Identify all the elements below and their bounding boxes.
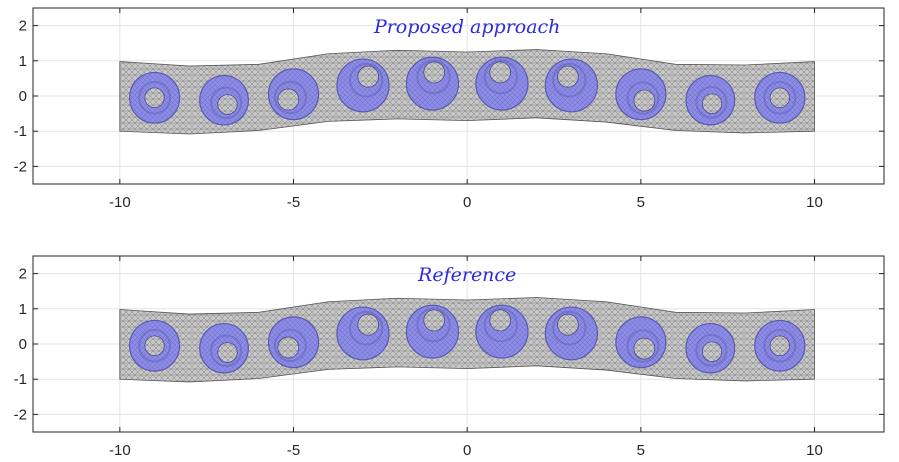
bottom-panel-inclusion-hole-3 bbox=[277, 336, 300, 359]
bottom-panel-inclusion-shading-3 bbox=[273, 328, 307, 363]
top-panel-inclusion-shading-4 bbox=[348, 62, 384, 98]
bottom-panel-inclusion-shading-10 bbox=[763, 329, 797, 363]
top-panel-inclusion-hole-8 bbox=[633, 89, 656, 112]
bottom-panel-inclusion-hole-2 bbox=[217, 342, 238, 363]
top-panel-x-tick-label: 10 bbox=[806, 194, 823, 211]
bottom-panel-y-tick-label: -2 bbox=[14, 406, 27, 423]
bottom-panel-inclusion-shading-9 bbox=[695, 334, 728, 367]
bottom-panel-inclusion-shading-8 bbox=[626, 329, 660, 363]
bottom-panel-inclusion-shading-7 bbox=[552, 310, 587, 346]
top-panel-y-tick-label: 1 bbox=[19, 53, 27, 70]
bottom-panel-inclusion-shading-6 bbox=[483, 307, 519, 343]
bottom-panel-y-tick-label: 1 bbox=[19, 301, 27, 318]
top-panel-title: Proposed approach bbox=[373, 16, 560, 38]
bottom-panel-inclusion-shading-2 bbox=[210, 334, 243, 368]
top-panel-inclusion-shading-8 bbox=[626, 81, 660, 115]
bottom-panel-inclusion-hole-8 bbox=[633, 337, 656, 360]
bottom-panel-x-tick-label: 5 bbox=[637, 442, 645, 459]
top-panel-y-tick-label: -2 bbox=[14, 158, 27, 175]
top-panel-inclusion-shading-1 bbox=[138, 81, 172, 115]
top-panel-inclusion-shading-7 bbox=[552, 62, 587, 98]
bottom-panel-title: Reference bbox=[417, 264, 516, 286]
top-panel-inclusion-hole-3 bbox=[277, 88, 300, 111]
top-panel-inclusion-shading-2 bbox=[210, 86, 243, 120]
top-panel-x-tick-label: -5 bbox=[287, 194, 300, 211]
bottom-panel-inclusion-hole-9 bbox=[701, 341, 723, 363]
top-panel-x-tick-label: 5 bbox=[637, 194, 645, 211]
bottom-panel-y-tick-label: 0 bbox=[19, 336, 27, 353]
bottom-panel-inclusion-hole-7 bbox=[557, 313, 579, 336]
bottom-panel-y-tick-label: -1 bbox=[14, 371, 27, 388]
bottom-panel-x-tick-label: 10 bbox=[806, 442, 823, 459]
top-panel-y-tick-label: -1 bbox=[14, 123, 27, 140]
top-panel-inclusion-hole-10 bbox=[769, 87, 790, 109]
bottom-panel-x-tick-label: -5 bbox=[287, 442, 300, 459]
top-panel-inclusion-hole-2 bbox=[217, 94, 238, 115]
top-panel-inclusion-hole-6 bbox=[489, 61, 512, 84]
top-panel-inclusion-shading-5 bbox=[416, 59, 451, 95]
top-panel-inclusion-shading-9 bbox=[695, 86, 728, 119]
top-panel-inclusion-hole-1 bbox=[144, 87, 165, 109]
top-panel-inclusion-6 bbox=[475, 56, 529, 111]
bottom-panel-x-tick-label: 0 bbox=[463, 442, 471, 459]
bottom-panel-inclusion-shading-4 bbox=[348, 310, 384, 346]
top-panel-inclusion-hole-5 bbox=[423, 61, 446, 84]
bottom-panel-inclusion-hole-1 bbox=[144, 335, 165, 357]
bottom-panel-inclusion-hole-5 bbox=[423, 309, 446, 332]
top-panel-y-tick-label: 2 bbox=[19, 18, 27, 35]
top-panel-inclusion-shading-6 bbox=[483, 59, 519, 95]
top-panel-inclusion-shading-10 bbox=[763, 81, 797, 115]
top-panel-inclusion-hole-9 bbox=[701, 93, 723, 115]
top-panel-inclusion-shading-3 bbox=[273, 80, 307, 115]
top-panel-y-tick-label: 0 bbox=[19, 88, 27, 105]
top-panel-inclusion-hole-4 bbox=[357, 65, 380, 88]
bottom-panel-x-tick-label: -10 bbox=[109, 442, 131, 459]
bottom-panel-inclusion-hole-10 bbox=[769, 335, 790, 357]
top-panel-inclusion-5 bbox=[405, 56, 460, 111]
bottom-panel-inclusion-shading-5 bbox=[416, 307, 451, 343]
bottom-panel-inclusion-5 bbox=[405, 304, 460, 359]
bottom-panel-y-tick-label: 2 bbox=[19, 266, 27, 283]
top-panel-x-tick-label: -10 bbox=[109, 194, 131, 211]
bottom-panel-inclusion-shading-1 bbox=[138, 329, 172, 363]
top-panel-inclusion-hole-7 bbox=[557, 65, 579, 88]
bottom-panel-inclusion-hole-6 bbox=[489, 309, 512, 332]
bottom-panel-inclusion-hole-4 bbox=[357, 313, 380, 336]
top-panel-x-tick-label: 0 bbox=[463, 194, 471, 211]
bottom-panel-inclusion-6 bbox=[475, 304, 529, 359]
